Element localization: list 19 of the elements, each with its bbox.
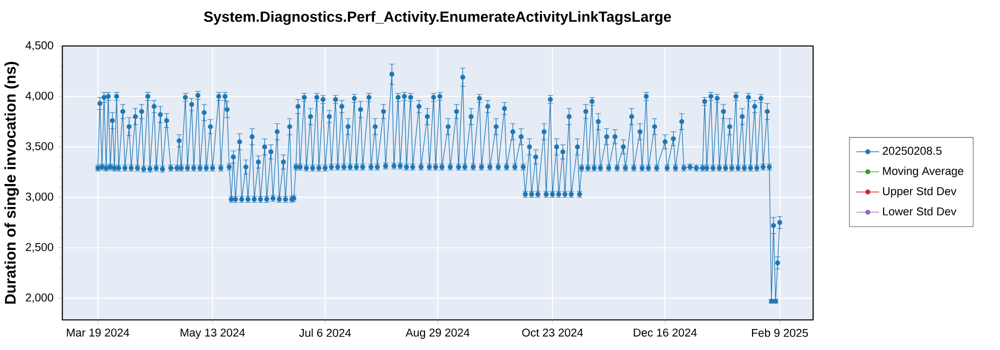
legend-label: 20250208.5: [882, 146, 942, 155]
x-tick-label: May 13 2024: [180, 328, 245, 339]
legend-label: Moving Average: [883, 166, 964, 178]
y-tick-label: 3,000: [26, 192, 54, 202]
y-tick-label: 3,500: [26, 142, 54, 152]
y-axis-title: Duration of single invocation (ns): [4, 62, 19, 304]
x-tick-label: Dec 16 2024: [634, 328, 697, 337]
chart-title: System.Diagnostics.Perf_Activity.EnumerateActivityLinkTagsLarge: [204, 11, 671, 25]
y-tick-label: 4,500: [26, 41, 54, 51]
x-tick-label: Jul 6 2024: [299, 328, 351, 337]
x-tick-label: Aug 29 2024: [406, 328, 470, 339]
legend-label: Lower Std Dev: [883, 207, 956, 216]
legend-label: Upper Std Dev: [883, 186, 956, 198]
x-tick-label: Oct 23 2024: [522, 328, 583, 337]
x-tick-label: Feb 9 2025: [752, 328, 808, 337]
y-tick-label: 2,500: [26, 243, 54, 252]
y-tick-label: 4,000: [26, 92, 54, 102]
x-tick-label: Mar 19 2024: [66, 328, 130, 337]
y-tick-label: 2,000: [26, 294, 54, 303]
